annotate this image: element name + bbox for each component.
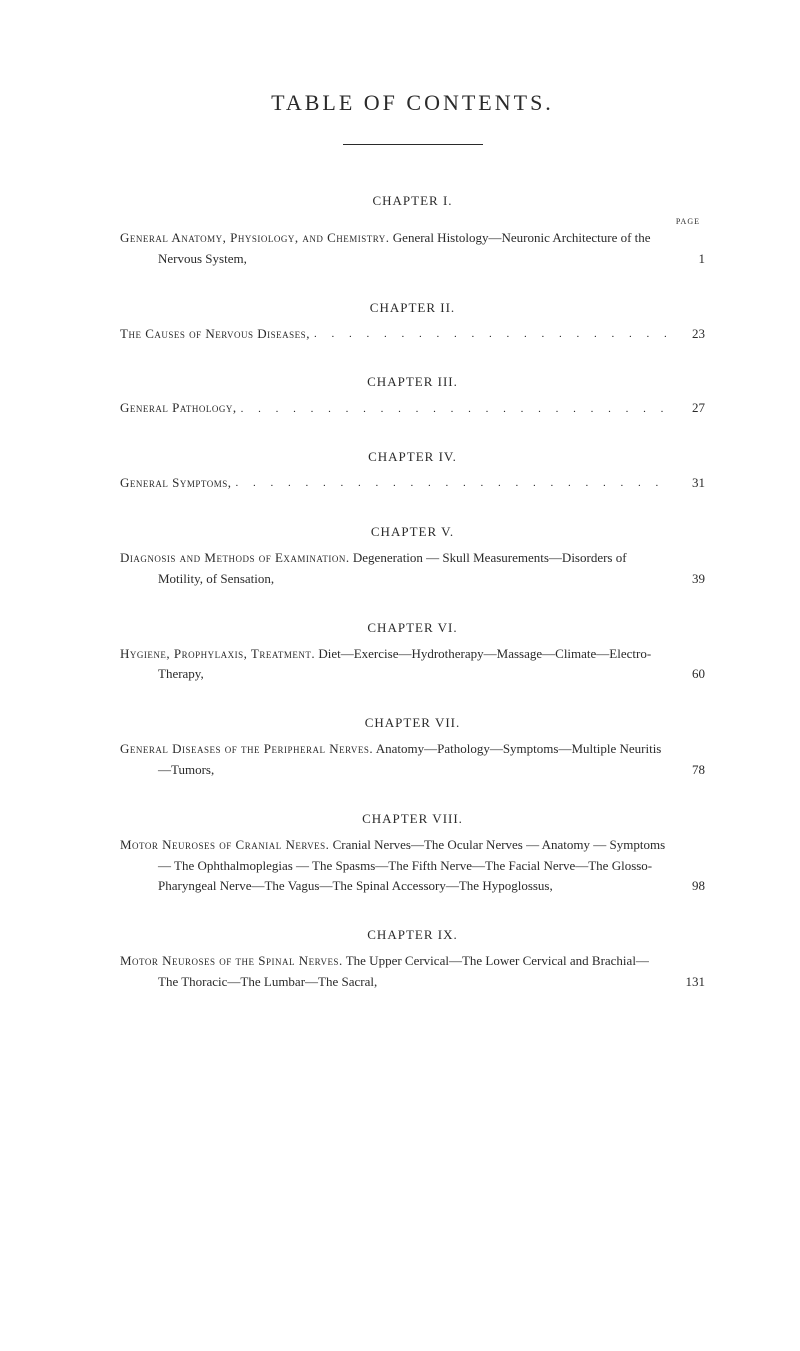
entry-caps: General Pathology, — [120, 400, 237, 415]
chapters-container: CHAPTER I. PAGE General Anatomy, Physiolog… — [120, 193, 705, 993]
page-number: 31 — [677, 473, 705, 494]
toc-entry: The Causes of Nervous Diseases, 23 — [120, 324, 705, 345]
chapter-block: CHAPTER IX. Motor Neuroses of the Spinal … — [120, 927, 705, 993]
entry-caps: General Anatomy, Physiology, and Chemist… — [120, 230, 390, 245]
chapter-heading: CHAPTER VI. — [120, 620, 705, 636]
entry-text: Diagnosis and Methods of Examination. De… — [120, 548, 669, 590]
leader-dots — [235, 481, 673, 494]
chapter-block: CHAPTER V. Diagnosis and Methods of Exami… — [120, 524, 705, 590]
leader-dots — [314, 331, 673, 344]
entry-text: General Pathology, — [120, 398, 237, 419]
toc-entry: General Diseases of the Peripheral Nerve… — [120, 739, 705, 781]
chapter-block: CHAPTER VII. General Diseases of the Peri… — [120, 715, 705, 781]
chapter-heading: CHAPTER VII. — [120, 715, 705, 731]
entry-text: Motor Neuroses of the Spinal Nerves. The… — [120, 951, 669, 993]
chapter-heading: CHAPTER I. — [120, 193, 705, 209]
entry-caps: Motor Neuroses of the Spinal Nerves. — [120, 953, 343, 968]
chapter-block: CHAPTER IV. General Symptoms, 31 — [120, 449, 705, 494]
entry-text: The Causes of Nervous Diseases, — [120, 324, 310, 345]
entry-text: Hygiene, Prophylaxis, Treatment. Diet—Ex… — [120, 644, 669, 686]
page-number: 60 — [677, 664, 705, 685]
entry-caps: General Symptoms, — [120, 475, 231, 490]
chapter-block: CHAPTER I. PAGE General Anatomy, Physiolog… — [120, 193, 705, 270]
page-number: 131 — [677, 972, 705, 993]
entry-text: Motor Neuroses of Cranial Nerves. Crania… — [120, 835, 669, 897]
toc-entry: Motor Neuroses of Cranial Nerves. Crania… — [120, 835, 705, 897]
entry-text: General Diseases of the Peripheral Nerve… — [120, 739, 669, 781]
toc-entry: Diagnosis and Methods of Examination. De… — [120, 548, 705, 590]
page-number: 78 — [677, 760, 705, 781]
toc-entry: General Pathology, 27 — [120, 398, 705, 419]
entry-text: General Anatomy, Physiology, and Chemist… — [120, 228, 669, 270]
entry-caps: Hygiene, Prophylaxis, Treatment. — [120, 646, 315, 661]
entry-text: General Symptoms, — [120, 473, 231, 494]
page-number: 39 — [677, 569, 705, 590]
page-number: 23 — [677, 324, 705, 345]
toc-entry: Motor Neuroses of the Spinal Nerves. The… — [120, 951, 705, 993]
entry-caps: Diagnosis and Methods of Examination. — [120, 550, 350, 565]
chapter-block: CHAPTER VIII. Motor Neuroses of Cranial N… — [120, 811, 705, 897]
entry-caps: General Diseases of the Peripheral Nerve… — [120, 741, 373, 756]
entry-caps: Motor Neuroses of Cranial Nerves. — [120, 837, 329, 852]
page-number: 27 — [677, 398, 705, 419]
chapter-heading: CHAPTER IX. — [120, 927, 705, 943]
leader-dots — [241, 406, 673, 419]
toc-entry: General Symptoms, 31 — [120, 473, 705, 494]
entry-caps: The Causes of Nervous Diseases, — [120, 326, 310, 341]
chapter-heading: CHAPTER II. — [120, 300, 705, 316]
chapter-block: CHAPTER II. The Causes of Nervous Disease… — [120, 300, 705, 345]
toc-entry: General Anatomy, Physiology, and Chemist… — [120, 228, 705, 270]
toc-entry: Hygiene, Prophylaxis, Treatment. Diet—Ex… — [120, 644, 705, 686]
chapter-heading: CHAPTER III. — [120, 374, 705, 390]
chapter-heading: CHAPTER VIII. — [120, 811, 705, 827]
chapter-heading: CHAPTER IV. — [120, 449, 705, 465]
page-number: 1 — [677, 249, 705, 270]
chapter-block: CHAPTER III. General Pathology, 27 — [120, 374, 705, 419]
page-number: 98 — [677, 876, 705, 897]
page-title: TABLE OF CONTENTS. — [120, 90, 705, 116]
page-label: PAGE — [120, 217, 705, 226]
chapter-heading: CHAPTER V. — [120, 524, 705, 540]
title-underline — [343, 144, 483, 145]
chapter-block: CHAPTER VI. Hygiene, Prophylaxis, Treatme… — [120, 620, 705, 686]
